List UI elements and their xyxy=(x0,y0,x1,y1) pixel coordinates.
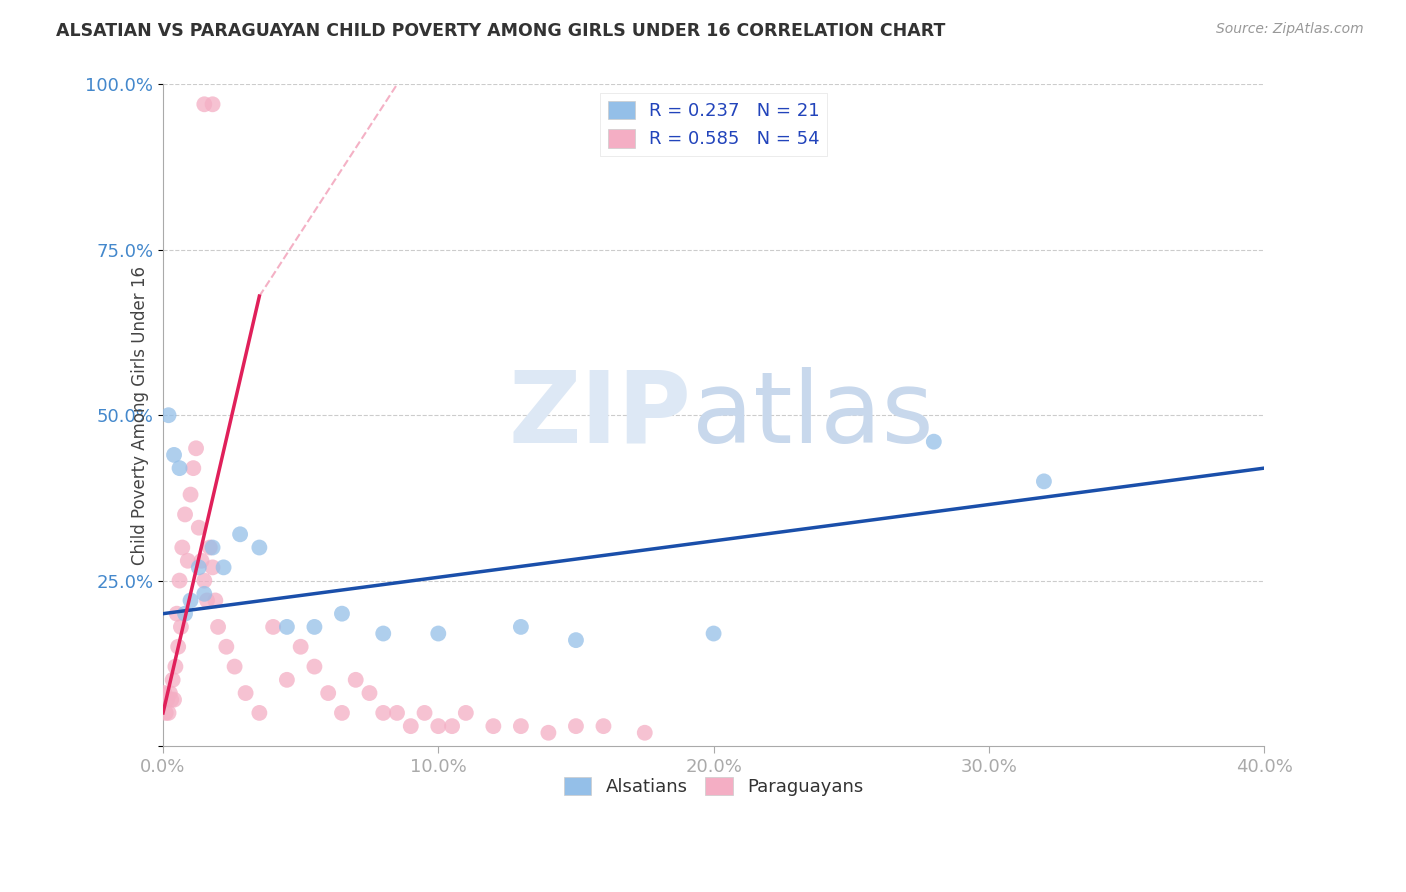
Point xyxy=(316,686,339,700)
Point xyxy=(276,673,298,687)
Point xyxy=(180,593,202,607)
Point xyxy=(163,692,186,706)
Point xyxy=(373,626,395,640)
Point xyxy=(190,554,212,568)
Point xyxy=(180,487,202,501)
Point xyxy=(169,574,191,588)
Point xyxy=(703,626,725,640)
Point xyxy=(174,607,197,621)
Point xyxy=(262,620,284,634)
Point xyxy=(187,521,209,535)
Legend: Alsatians, Paraguayans: Alsatians, Paraguayans xyxy=(557,769,870,803)
Point xyxy=(160,692,183,706)
Point xyxy=(634,725,657,739)
Point xyxy=(247,541,270,555)
Point xyxy=(922,434,945,449)
Point xyxy=(157,706,180,720)
Point xyxy=(198,541,221,555)
Point xyxy=(159,686,181,700)
Point xyxy=(212,560,235,574)
Text: ZIP: ZIP xyxy=(509,367,692,464)
Point xyxy=(385,706,408,720)
Point xyxy=(172,541,194,555)
Point xyxy=(181,461,204,475)
Point xyxy=(187,560,209,574)
Point xyxy=(482,719,505,733)
Point xyxy=(441,719,464,733)
Point xyxy=(157,408,180,422)
Point xyxy=(509,719,531,733)
Point xyxy=(247,706,270,720)
Point xyxy=(204,593,226,607)
Point xyxy=(224,659,246,673)
Point xyxy=(177,554,200,568)
Point xyxy=(229,527,252,541)
Point xyxy=(427,626,450,640)
Point xyxy=(413,706,436,720)
Point xyxy=(201,560,224,574)
Point xyxy=(359,686,381,700)
Point xyxy=(156,692,179,706)
Point xyxy=(330,607,353,621)
Point xyxy=(193,97,215,112)
Point xyxy=(193,574,215,588)
Point xyxy=(184,442,207,456)
Point xyxy=(207,620,229,634)
Point xyxy=(169,461,191,475)
Point xyxy=(290,640,312,654)
Point xyxy=(170,620,193,634)
Point xyxy=(373,706,395,720)
Point xyxy=(330,706,353,720)
Text: Source: ZipAtlas.com: Source: ZipAtlas.com xyxy=(1216,22,1364,37)
Point xyxy=(565,633,588,648)
Text: atlas: atlas xyxy=(692,367,934,464)
Point xyxy=(454,706,477,720)
Point xyxy=(276,620,298,634)
Point xyxy=(153,686,176,700)
Point xyxy=(155,706,177,720)
Point xyxy=(174,508,197,522)
Point xyxy=(304,620,326,634)
Point xyxy=(162,673,184,687)
Point xyxy=(201,97,224,112)
Point xyxy=(565,719,588,733)
Point xyxy=(195,593,218,607)
Point xyxy=(304,659,326,673)
Text: ALSATIAN VS PARAGUAYAN CHILD POVERTY AMONG GIRLS UNDER 16 CORRELATION CHART: ALSATIAN VS PARAGUAYAN CHILD POVERTY AMO… xyxy=(56,22,946,40)
Point xyxy=(215,640,238,654)
Point xyxy=(399,719,422,733)
Point xyxy=(537,725,560,739)
Point xyxy=(163,448,186,462)
Point xyxy=(166,607,188,621)
Point xyxy=(1032,475,1054,489)
Point xyxy=(167,640,190,654)
Point xyxy=(592,719,614,733)
Point xyxy=(427,719,450,733)
Point xyxy=(235,686,257,700)
Point xyxy=(193,587,215,601)
Y-axis label: Child Poverty Among Girls Under 16: Child Poverty Among Girls Under 16 xyxy=(131,266,149,565)
Point xyxy=(201,541,224,555)
Point xyxy=(509,620,531,634)
Point xyxy=(165,659,187,673)
Point xyxy=(344,673,367,687)
